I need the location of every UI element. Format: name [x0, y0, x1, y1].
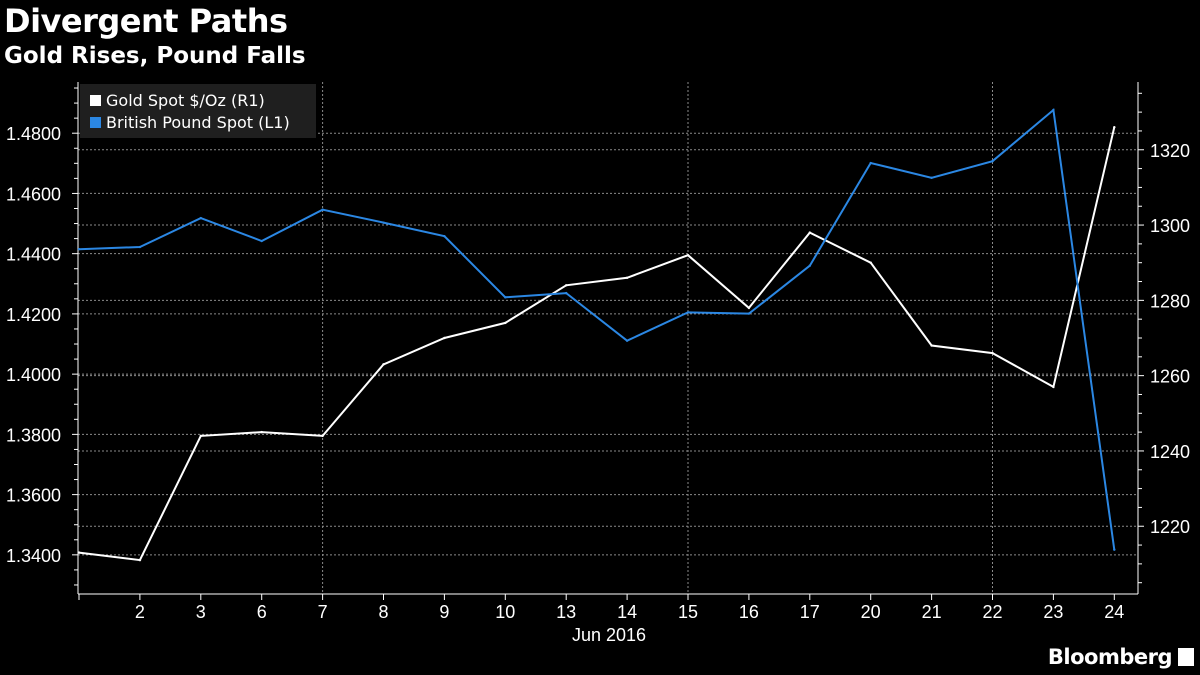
x-tick-label: 23 — [1043, 602, 1063, 622]
series-point-0 — [747, 306, 751, 310]
y-tick-label-right: 1260 — [1150, 367, 1190, 387]
series-point-0 — [930, 344, 933, 347]
series-point-1 — [443, 235, 446, 238]
x-tick-label: 24 — [1104, 602, 1124, 622]
series-point-0 — [808, 231, 811, 234]
series-point-1 — [260, 239, 263, 243]
series-point-1 — [565, 291, 568, 295]
series-point-1 — [1052, 108, 1055, 112]
chart-subtitle: Gold Rises, Pound Falls — [4, 43, 306, 69]
series-point-0 — [321, 434, 324, 438]
series-point-0 — [1113, 125, 1116, 129]
series-point-0 — [565, 284, 568, 287]
brand-wordmark: Bloomberg — [1047, 645, 1173, 669]
y-tick-label-right: 1240 — [1150, 442, 1190, 462]
x-tick-label: 10 — [495, 602, 515, 622]
y-tick-label-left: 1.3800 — [6, 425, 61, 445]
series-point-1 — [808, 264, 811, 267]
series-point-1 — [1113, 548, 1116, 551]
series-point-0 — [686, 253, 690, 257]
legend-box — [80, 84, 316, 138]
y-tick-label-right: 1280 — [1150, 291, 1190, 311]
series-point-1 — [382, 221, 385, 224]
x-tick-label: 7 — [318, 602, 328, 622]
y-tick-label-left: 1.3600 — [6, 486, 61, 506]
y-tick-label-right: 1220 — [1150, 517, 1190, 537]
x-tick-label: 6 — [257, 602, 267, 622]
series-point-0 — [869, 261, 872, 264]
x-tick-label: 20 — [861, 602, 881, 622]
series-point-1 — [686, 311, 690, 314]
x-tick-label: 14 — [617, 602, 637, 622]
x-tick-label: 9 — [439, 602, 449, 622]
y-tick-label-left: 1.4600 — [6, 184, 61, 204]
y-tick-label-left: 1.4400 — [6, 245, 61, 265]
x-tick-label: 13 — [556, 602, 576, 622]
x-tick-label: 15 — [678, 602, 698, 622]
series-point-0 — [625, 276, 629, 279]
y-tick-label-right: 1320 — [1150, 141, 1190, 161]
legend-label: British Pound Spot (L1) — [106, 113, 290, 132]
legend-swatch — [90, 95, 101, 106]
series-point-1 — [930, 176, 933, 179]
y-tick-label-left: 1.3400 — [6, 546, 61, 566]
x-tick-label: 16 — [739, 602, 759, 622]
chart-title: Divergent Paths — [4, 2, 288, 40]
series-point-0 — [199, 434, 202, 438]
series-point-1 — [869, 161, 872, 165]
x-tick-label: 3 — [196, 602, 206, 622]
x-tick-label: 21 — [922, 602, 942, 622]
series-point-0 — [991, 351, 994, 355]
y-tick-label-right: 1300 — [1150, 216, 1190, 236]
legend-label: Gold Spot $/Oz (R1) — [106, 91, 265, 110]
series-point-0 — [1052, 385, 1055, 389]
x-tick-label: 22 — [982, 602, 1002, 622]
series-line-1 — [78, 108, 1116, 550]
series-point-0 — [382, 363, 385, 366]
series-point-0 — [77, 551, 81, 554]
legend-swatch — [90, 117, 101, 128]
series-point-0 — [504, 321, 507, 325]
series-point-1 — [77, 247, 81, 251]
x-tick-label: 8 — [378, 602, 388, 622]
y-tick-label-left: 1.4000 — [6, 365, 61, 385]
series-point-1 — [625, 339, 629, 342]
series-point-1 — [199, 216, 202, 220]
series-point-0 — [260, 430, 263, 434]
series-line-0 — [78, 126, 1116, 562]
series-point-1 — [991, 160, 994, 163]
brand-logo: Bloomberg — [1048, 645, 1194, 669]
x-axis-label: Jun 2016 — [572, 625, 646, 645]
series-point-0 — [138, 558, 142, 562]
series-point-1 — [321, 208, 324, 211]
terminal-icon — [1178, 648, 1194, 666]
series-point-1 — [747, 312, 751, 315]
y-tick-label-left: 1.4800 — [6, 124, 61, 144]
series-point-1 — [504, 296, 507, 299]
x-tick-label: 17 — [800, 602, 820, 622]
series-point-0 — [443, 336, 446, 340]
x-tick-label: 2 — [135, 602, 145, 622]
series-point-1 — [138, 245, 142, 249]
y-tick-label-left: 1.4200 — [6, 305, 61, 325]
